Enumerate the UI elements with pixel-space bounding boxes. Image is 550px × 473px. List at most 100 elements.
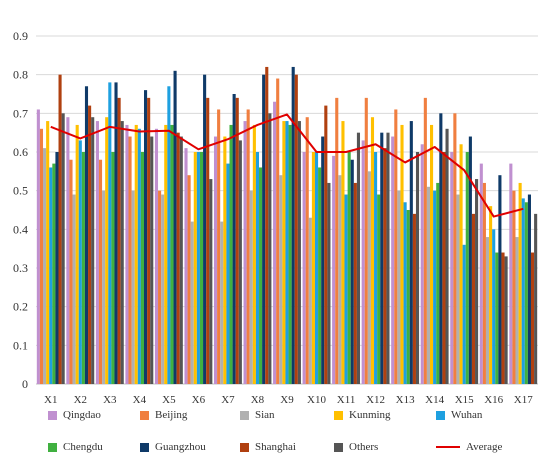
legend-swatch	[436, 446, 460, 448]
bar-shanghai-x15	[471, 213, 476, 384]
bar-chengdu-x12	[377, 194, 381, 384]
legend-swatch	[240, 442, 249, 452]
bar-sian-x10	[308, 217, 312, 384]
bar-others-x7	[238, 140, 242, 384]
bar-beijing-x2	[69, 159, 73, 384]
bar-chengdu-x10	[318, 167, 322, 384]
x-tick-label: X8	[251, 394, 265, 405]
bar-guangzhou-x10	[321, 136, 325, 384]
bar-qingdao-x11	[332, 155, 336, 384]
y-tick-label: 0.5	[13, 184, 28, 198]
bar-others-x10	[327, 182, 331, 384]
bar-shanghai-x7	[235, 97, 239, 384]
bar-guangzhou-x11	[350, 159, 354, 384]
bar-shanghai-x12	[383, 148, 387, 384]
bar-kunming-x17	[518, 182, 522, 384]
bar-shanghai-x13	[412, 213, 416, 384]
legend-item-beijing: Beijing	[140, 409, 187, 421]
bar-qingdao-x12	[361, 140, 365, 384]
bar-others-x1	[61, 113, 65, 384]
bar-beijing-x4	[128, 136, 132, 384]
y-tick-label: 0.7	[13, 106, 28, 120]
bar-chengdu-x11	[347, 152, 351, 384]
bar-chengdu-x17	[524, 202, 528, 384]
bar-beijing-x9	[276, 78, 280, 385]
legend-item-shanghai: Shanghai	[240, 441, 296, 453]
legend-label: Qingdao	[63, 409, 101, 421]
bar-kunming-x15	[459, 144, 463, 384]
bar-shanghai-x6	[206, 97, 210, 384]
bar-beijing-x8	[246, 109, 250, 384]
bar-shanghai-x14	[442, 152, 446, 384]
bar-wuhan-x6	[196, 152, 200, 384]
bar-beijing-x17	[512, 190, 516, 384]
x-tick-label: X14	[425, 394, 444, 405]
legend-label: Shanghai	[255, 441, 296, 453]
legend-label: Kunming	[349, 409, 391, 421]
bar-beijing-x10	[305, 117, 309, 384]
legend-swatch	[140, 442, 149, 452]
bar-guangzhou-x5	[173, 70, 177, 385]
bar-wuhan-x10	[314, 152, 319, 384]
bar-wuhan-x9	[285, 121, 289, 385]
legend-item-qingdao: Qingdao	[48, 409, 101, 421]
legend-label: Average	[466, 441, 503, 453]
bar-sian-x13	[397, 190, 401, 384]
bar-guangzhou-x12	[380, 132, 384, 384]
x-tick-label: X10	[307, 394, 326, 405]
bar-qingdao-x1	[36, 109, 40, 384]
bar-qingdao-x13	[391, 136, 395, 384]
bar-others-x2	[91, 117, 95, 384]
bar-others-x8	[268, 113, 272, 384]
bar-kunming-x13	[400, 124, 404, 384]
bar-beijing-x1	[39, 128, 44, 384]
bar-beijing-x3	[98, 159, 103, 384]
bar-sian-x9	[279, 175, 283, 384]
bar-wuhan-x14	[433, 190, 437, 384]
legend: Qingdao Beijing Sian Kunming Wuhan Chengdu Gua…	[0, 405, 550, 473]
x-tick-label: X6	[192, 394, 206, 405]
legend-label: Chengdu	[63, 441, 103, 453]
y-tick-label: 0.8	[13, 68, 28, 82]
bar-wuhan-x13	[403, 202, 407, 384]
bar-qingdao-x17	[509, 163, 513, 384]
bar-others-x6	[209, 179, 213, 384]
bar-guangzhou-x1	[55, 152, 59, 384]
x-tick-label: X5	[162, 394, 176, 405]
x-tick-label: X2	[74, 394, 87, 405]
legend-label: Others	[349, 441, 379, 453]
bar-beijing-x5	[158, 190, 162, 384]
x-tick-label: X9	[280, 394, 294, 405]
bar-wuhan-x16	[492, 229, 496, 384]
bar-guangzhou-x13	[409, 121, 413, 385]
bar-wuhan-x8	[255, 152, 260, 384]
x-axis-ticks: X1 X2 X3 X4 X5 X6 X7 X8 X9 X10 X11 X12 X13 X14 X15 X16 X…	[44, 394, 533, 406]
legend-item-average: Average	[436, 441, 502, 453]
bar-sian-x16	[485, 237, 490, 384]
bar-kunming-x12	[370, 117, 375, 384]
bar-wuhan-x7	[226, 163, 230, 384]
bar-sian-x8	[249, 190, 253, 384]
bar-others-x16	[504, 256, 508, 384]
bar-chengdu-x8	[259, 167, 263, 384]
bar-qingdao-x7	[213, 136, 218, 384]
y-tick-label: 0.6	[13, 145, 28, 159]
bar-kunming-x5	[164, 124, 168, 384]
bar-beijing-x15	[453, 113, 457, 384]
legend-swatch	[334, 410, 343, 420]
legend-item-guangzhou: Guangzhou	[140, 441, 206, 453]
bar-kunming-x9	[282, 121, 286, 385]
bar-kunming-x4	[134, 124, 138, 384]
bar-others-x15	[475, 179, 479, 384]
y-tick-label: 0.3	[13, 261, 28, 275]
bar-wuhan-x1	[49, 167, 53, 384]
bar-kunming-x10	[311, 152, 315, 384]
bar-wuhan-x4	[137, 128, 141, 384]
bar-guangzhou-x7	[232, 94, 236, 384]
bar-shanghai-x16	[501, 252, 505, 384]
legend-swatch	[48, 442, 57, 452]
bar-guangzhou-x17	[527, 194, 531, 384]
bar-others-x17	[534, 213, 538, 384]
bar-wuhan-x17	[521, 198, 525, 384]
bar-shanghai-x4	[147, 97, 151, 384]
